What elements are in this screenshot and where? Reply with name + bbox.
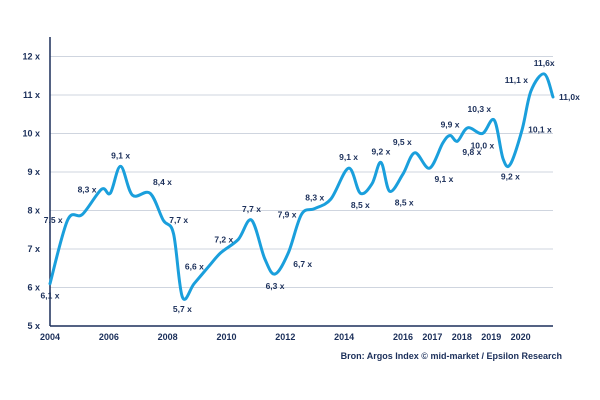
x-tick-label: 2014 (334, 332, 354, 342)
data-label: 7,7 x (242, 204, 261, 214)
data-label: 6,3 x (266, 281, 285, 291)
data-label: 9,1 x (434, 174, 453, 184)
data-label: 10,3 x (468, 104, 492, 114)
data-label: 11,1 x (505, 75, 528, 85)
data-label: 7,5 x (44, 215, 63, 225)
data-label: 9,2 x (371, 146, 390, 156)
data-label: 6,6 x (185, 261, 204, 271)
data-label: 9,8 x (462, 147, 481, 157)
y-axis-ticks: 5 x 6 x 7 x 8 x 9 x 10 x 11 x 12 x (22, 52, 40, 331)
x-tick-label: 2010 (216, 332, 236, 342)
data-label: 9,9 x (441, 119, 460, 129)
data-label: 6,1 x (41, 291, 60, 301)
x-tick-label: 2012 (275, 332, 295, 342)
x-tick-label: 2016 (393, 332, 413, 342)
series-line (48, 72, 555, 301)
x-axis-ticks: 2004 2006 2008 2010 2012 2014 2016 2017 2018 2019… (40, 332, 531, 342)
data-label: 7,2 x (214, 234, 233, 244)
y-tick-label: 9 x (27, 167, 40, 177)
y-tick-label: 7 x (27, 244, 40, 254)
data-label: 9,5 x (393, 137, 412, 147)
x-tick-label: 2006 (99, 332, 119, 342)
x-tick-label: 2018 (452, 332, 472, 342)
data-label: 8,3 x (78, 184, 97, 194)
data-label: 8,3 x (305, 193, 324, 203)
data-label: 7,7 x (169, 215, 188, 225)
source-note: Bron: Argos Index © mid-market / Epsilon… (340, 351, 562, 361)
data-label: 10,0 x (471, 141, 495, 151)
data-label: 8,5 x (395, 197, 414, 207)
y-tick-label: 8 x (27, 206, 40, 216)
y-tick-label: 10 x (22, 129, 40, 139)
y-tick-label: 12 x (22, 52, 40, 62)
data-label: 6,7 x (293, 259, 312, 269)
y-tick-label: 6 x (27, 283, 40, 293)
y-tick-label: 5 x (27, 321, 40, 331)
x-tick-label: 2017 (422, 332, 442, 342)
data-label: 8,5 x (351, 200, 370, 210)
data-label: 11,0x (559, 92, 580, 102)
data-label: 5,7 x (173, 304, 192, 314)
data-label: 9,2 x (501, 171, 520, 181)
x-tick-label: 2004 (40, 332, 60, 342)
data-label: 9,1 x (111, 150, 130, 160)
data-label: 11,6x (534, 58, 555, 68)
data-label: 9,1 x (339, 152, 358, 162)
x-tick-label: 2008 (158, 332, 178, 342)
x-tick-label: 2019 (481, 332, 501, 342)
data-label: 7,9 x (278, 209, 297, 219)
y-tick-label: 11 x (23, 90, 40, 100)
gridlines (50, 56, 553, 289)
data-labels: 6,1 x 7,5 x 8,3 x 9,1 x 8,4 x 7,7 x 5,7 x 6,6 x… (41, 58, 581, 314)
x-tick-label: 2020 (511, 332, 531, 342)
data-label: 8,4 x (153, 177, 172, 187)
data-label: 10,1 x (528, 125, 552, 135)
